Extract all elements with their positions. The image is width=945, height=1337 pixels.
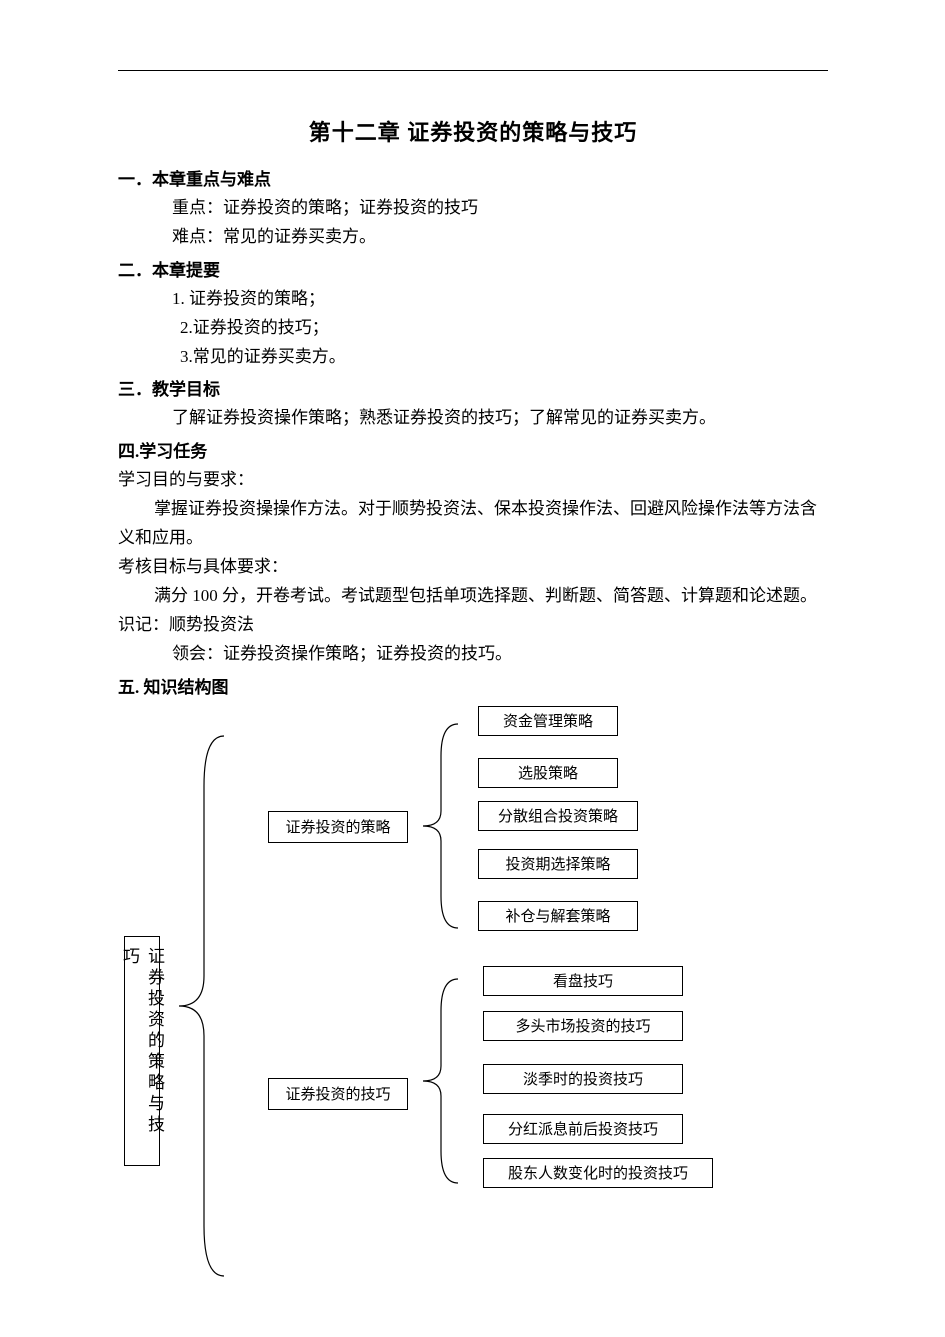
diagram-mid-2: 证券投资的技巧 [268,1078,408,1110]
brace-group-1 [413,716,468,936]
section-4-line-5: 识记：顺势投资法 [118,611,828,640]
section-1-heading: 一．本章重点与难点 [118,165,828,190]
diagram-g1-b: 选股策略 [478,758,618,788]
knowledge-structure-diagram: 证券投资的策略与技巧 证券投资的策略 证券投资的技巧 资金管理策略 选股策略 分… [118,706,828,1326]
section-4-heading: 四.学习任务 [118,437,828,462]
diagram-g2-d: 分红派息前后投资技巧 [483,1114,683,1144]
brace-root [164,726,234,1286]
diagram-g1-a: 资金管理策略 [478,706,618,736]
section-2-line-1: 1. 证券投资的策略； [118,285,828,314]
section-3-heading: 三．教学目标 [118,375,828,400]
section-5-heading: 五. 知识结构图 [118,673,828,698]
section-4-line-4: 满分 100 分，开卷考试。考试题型包括单项选择题、判断题、简答题、计算题和论述… [118,582,828,611]
diagram-g1-c: 分散组合投资策略 [478,801,638,831]
section-2-line-3: 3.常见的证券买卖方。 [118,343,828,372]
section-4-line-6: 领会：证券投资操作策略；证券投资的技巧。 [118,640,828,669]
section-3-line-1: 了解证券投资操作策略；熟悉证券投资的技巧；了解常见的证券买卖方。 [118,404,828,433]
section-2-heading: 二．本章提要 [118,256,828,281]
top-rule [118,70,828,71]
diagram-g1-d: 投资期选择策略 [478,849,638,879]
diagram-g2-e: 股东人数变化时的投资技巧 [483,1158,713,1188]
diagram-g1-e: 补仓与解套策略 [478,901,638,931]
diagram-g2-a: 看盘技巧 [483,966,683,996]
section-2-line-2: 2.证券投资的技巧； [118,314,828,343]
diagram-root-box: 证券投资的策略与技巧 [124,936,160,1166]
section-1-line-2: 难点：常见的证券买卖方。 [118,223,828,252]
document-page: 第十二章 证券投资的策略与技巧 一．本章重点与难点 重点：证券投资的策略；证券投… [118,70,828,1326]
diagram-g2-c: 淡季时的投资技巧 [483,1064,683,1094]
section-4-line-2: 掌握证券投资操操作方法。对于顺势投资法、保本投资操作法、回避风险操作法等方法含义… [118,495,828,553]
section-4-line-3: 考核目标与具体要求： [118,553,828,582]
section-1-line-1: 重点：证券投资的策略；证券投资的技巧 [118,194,828,223]
diagram-mid-1: 证券投资的策略 [268,811,408,843]
diagram-g2-b: 多头市场投资的技巧 [483,1011,683,1041]
section-4-line-1: 学习目的与要求： [118,466,828,495]
brace-group-2 [413,971,468,1191]
chapter-title: 第十二章 证券投资的策略与技巧 [118,115,828,147]
